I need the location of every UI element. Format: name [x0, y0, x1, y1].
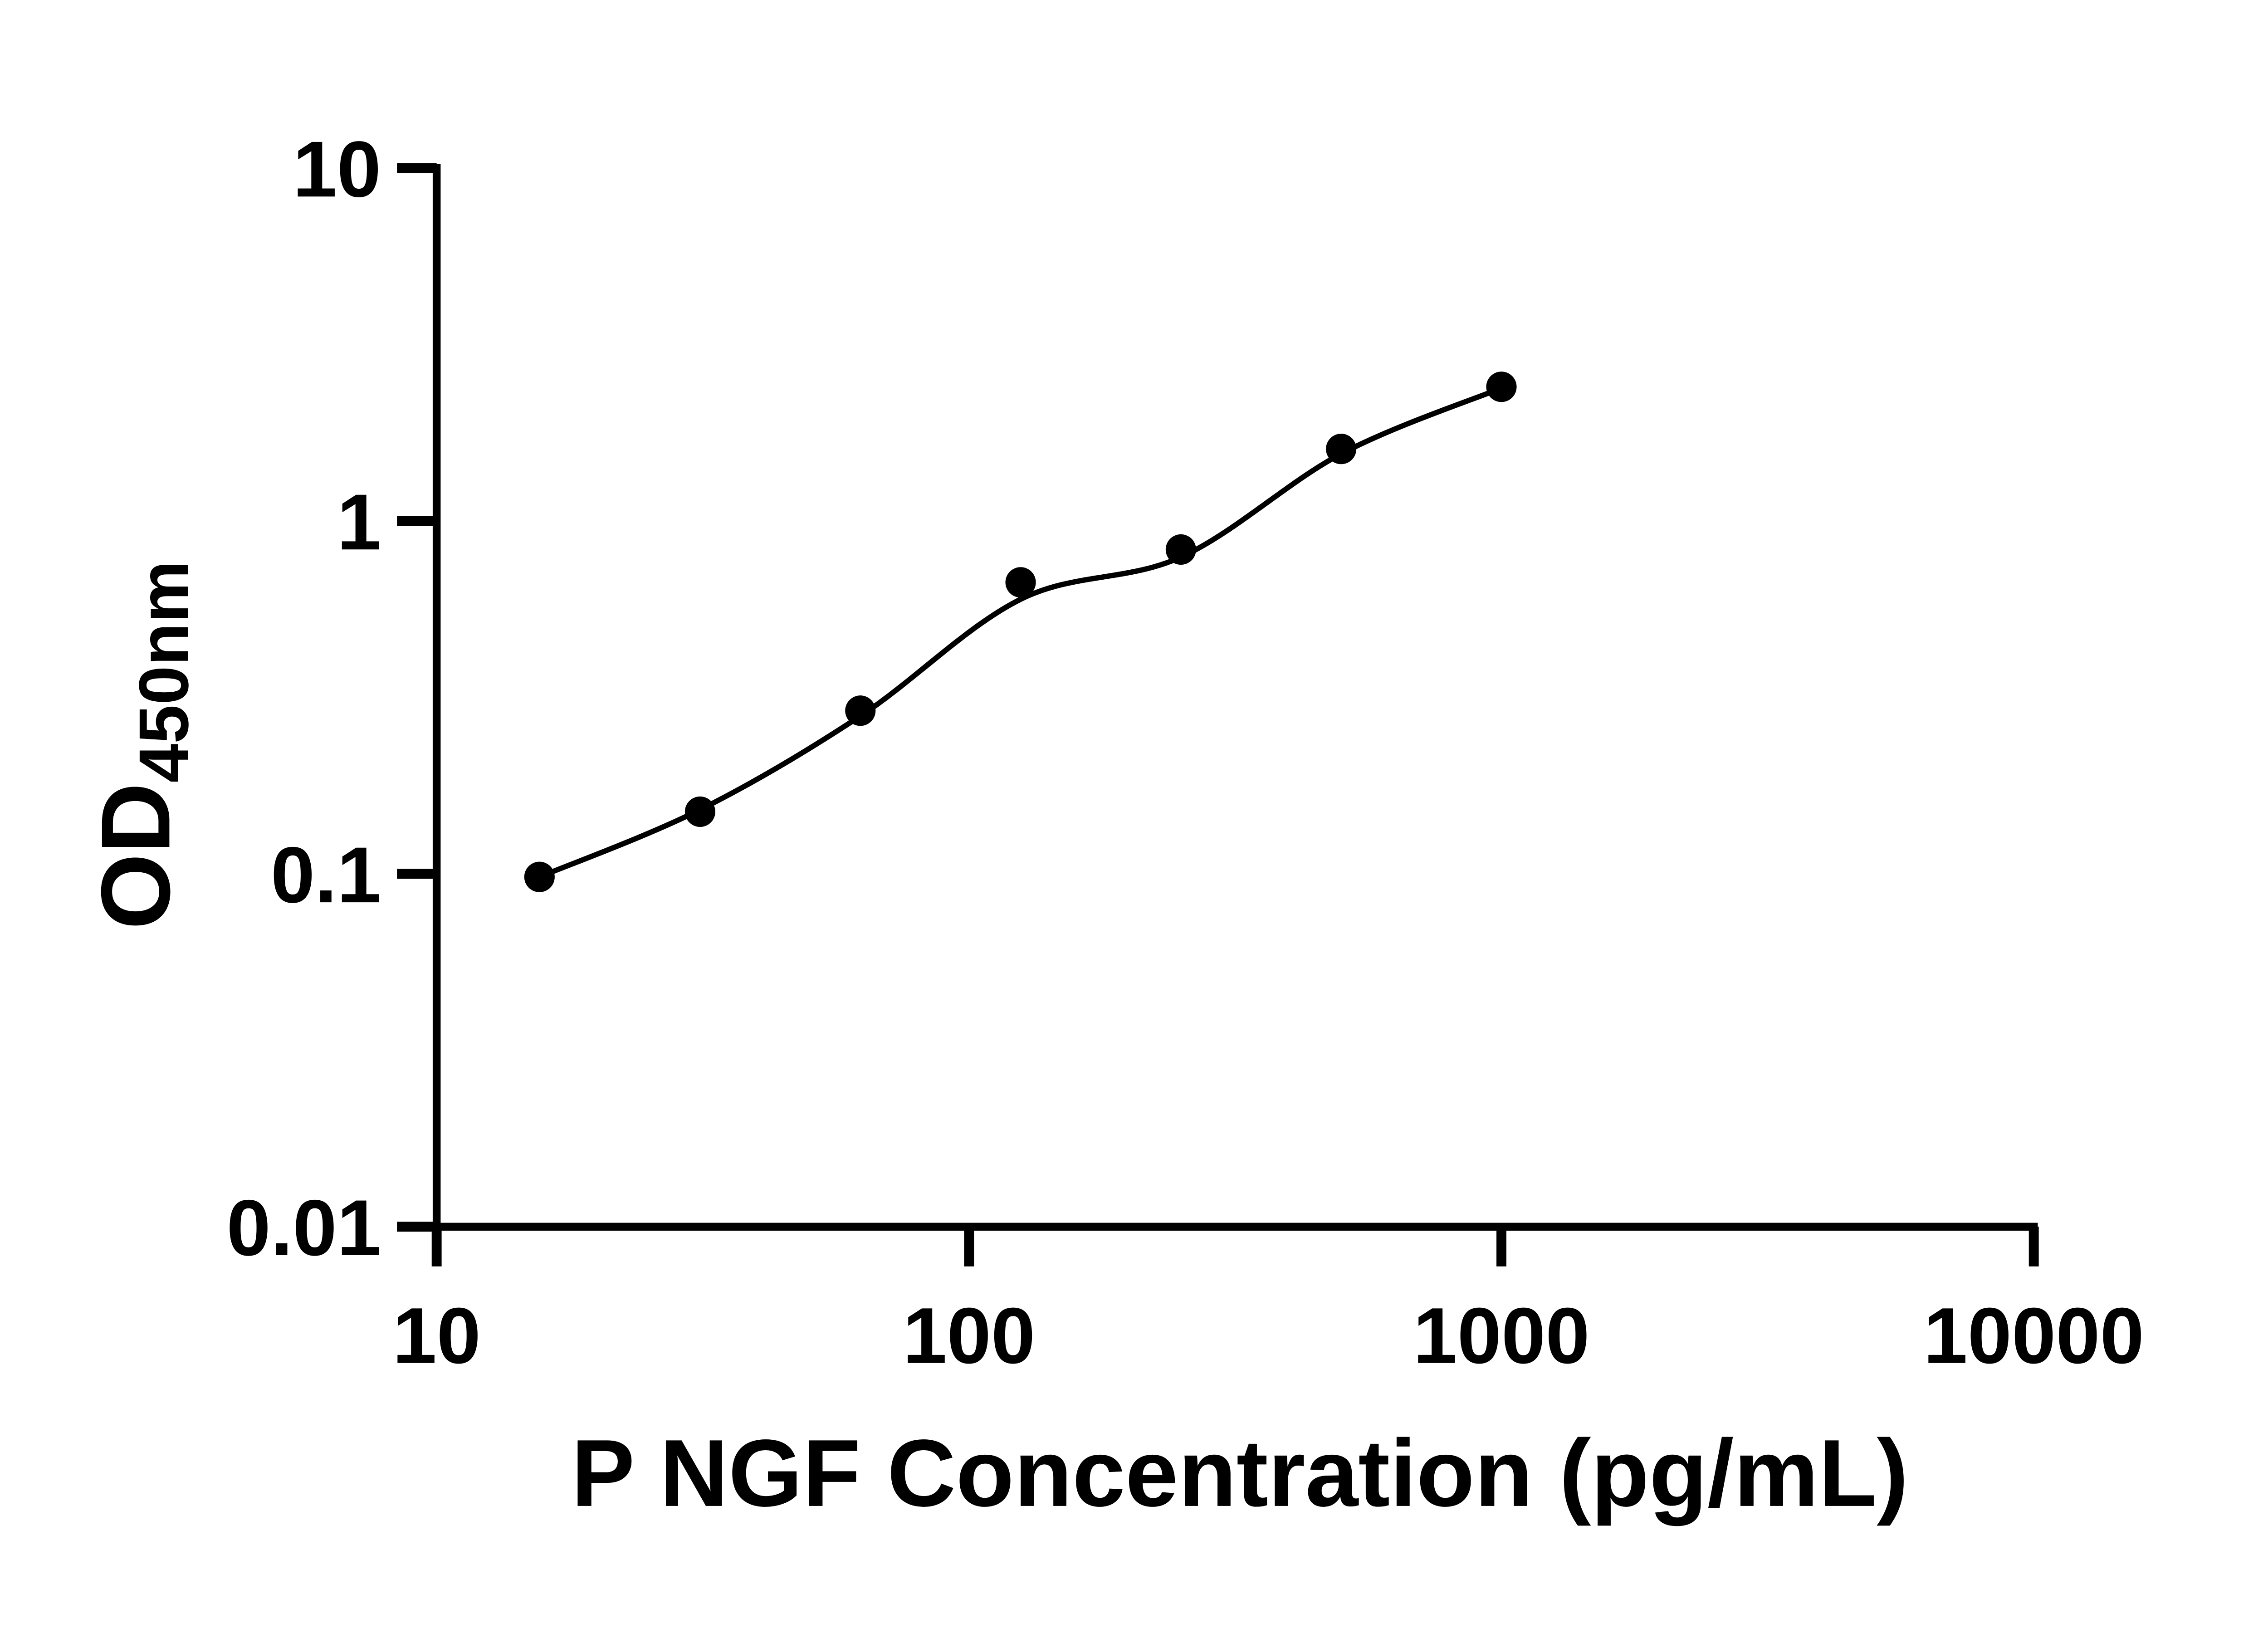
data-point — [1326, 434, 1357, 464]
y-tick-label: 1 — [337, 478, 381, 567]
x-tick-labels: 10 100 1000 10000 — [392, 1292, 2144, 1380]
y-axis: 10 1 0.1 0.01 OD450nm — [81, 125, 441, 1272]
x-ticks — [431, 1227, 2039, 1266]
x-axis: 10 100 1000 10000 P NGF Concentration (pg/m… — [392, 1222, 2144, 1526]
x-axis-title: P NGF Concentration (pg/mL) — [571, 1420, 1908, 1526]
y-axis-title-subscript: 450nm — [124, 561, 203, 783]
y-tick-label: 0.01 — [226, 1184, 381, 1272]
x-tick-label: 100 — [903, 1292, 1035, 1380]
x-tick-label: 1000 — [1413, 1292, 1589, 1380]
x-tick-label: 10000 — [1923, 1292, 2144, 1380]
plot-area — [524, 372, 1517, 892]
y-axis-title: OD450nm — [81, 561, 203, 930]
data-point — [845, 695, 876, 726]
data-points — [524, 372, 1517, 892]
y-axis-title-main: OD — [81, 782, 190, 929]
y-tick-label: 10 — [293, 125, 381, 214]
data-point — [684, 796, 715, 827]
data-point — [524, 861, 555, 892]
y-tick-labels: 10 1 0.1 0.01 — [226, 125, 381, 1272]
data-point — [1005, 567, 1036, 598]
x-tick-label: 10 — [392, 1292, 481, 1380]
y-ticks — [397, 163, 437, 1232]
data-point — [1165, 534, 1196, 565]
fit-curve-line — [537, 385, 1504, 880]
data-point — [1486, 372, 1517, 402]
y-tick-label: 0.1 — [271, 831, 381, 919]
